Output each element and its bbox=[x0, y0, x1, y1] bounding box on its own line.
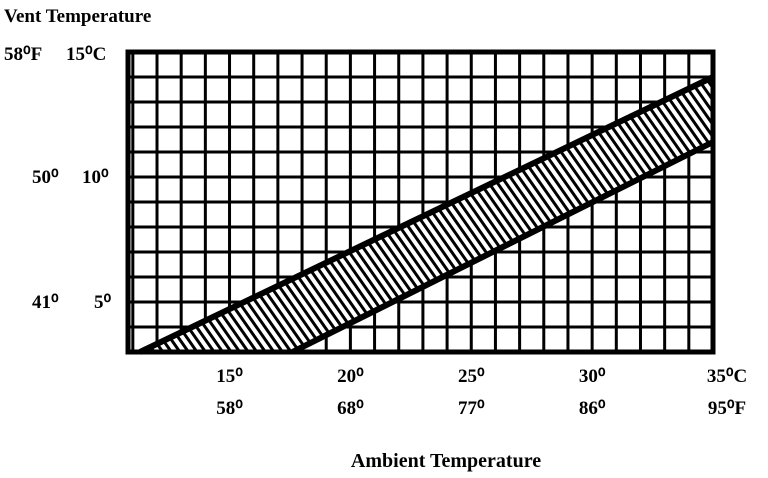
y-tick-labels: 58⁰F 15⁰C 50⁰ 10⁰ 41⁰ 5⁰ bbox=[4, 44, 112, 313]
x-tick-label-c: 35⁰C bbox=[707, 366, 747, 387]
y-tick-label-c: 10⁰ bbox=[82, 167, 109, 188]
grid bbox=[128, 52, 713, 352]
chart-title: Vent Temperature bbox=[4, 6, 151, 27]
x-axis-label: Ambient Temperature bbox=[351, 450, 541, 472]
x-tick-label-c: 25⁰ bbox=[458, 366, 485, 387]
band-group bbox=[138, 74, 715, 355]
x-tick-label-c: 15⁰ bbox=[216, 366, 243, 387]
x-tick-label-c: 30⁰ bbox=[579, 366, 606, 387]
y-tick-label-f: 41⁰ bbox=[32, 292, 59, 313]
x-tick-label-f: 58⁰ bbox=[216, 398, 243, 419]
x-tick-label-f: 86⁰ bbox=[579, 398, 606, 419]
x-tick-labels: 15⁰ 58⁰ 20⁰ 68⁰ 25⁰ 77⁰ 30⁰ 86⁰ 35⁰C 95⁰F bbox=[216, 366, 747, 419]
x-tick-label-c: 20⁰ bbox=[337, 366, 364, 387]
x-tick-label-f: 95⁰F bbox=[708, 398, 746, 419]
lower-bound-line bbox=[291, 139, 715, 355]
y-tick-label-c: 5⁰ bbox=[94, 292, 112, 313]
y-tick-label-f: 50⁰ bbox=[32, 167, 59, 188]
y-tick-label-f: 58⁰F bbox=[4, 44, 42, 65]
plot-frame bbox=[125, 49, 716, 355]
x-tick-label-f: 68⁰ bbox=[337, 398, 364, 419]
upper-bound-line bbox=[138, 74, 715, 355]
y-tick-label-c: 15⁰C bbox=[66, 44, 106, 65]
x-tick-label-f: 77⁰ bbox=[458, 398, 485, 419]
plot-border bbox=[125, 49, 716, 355]
